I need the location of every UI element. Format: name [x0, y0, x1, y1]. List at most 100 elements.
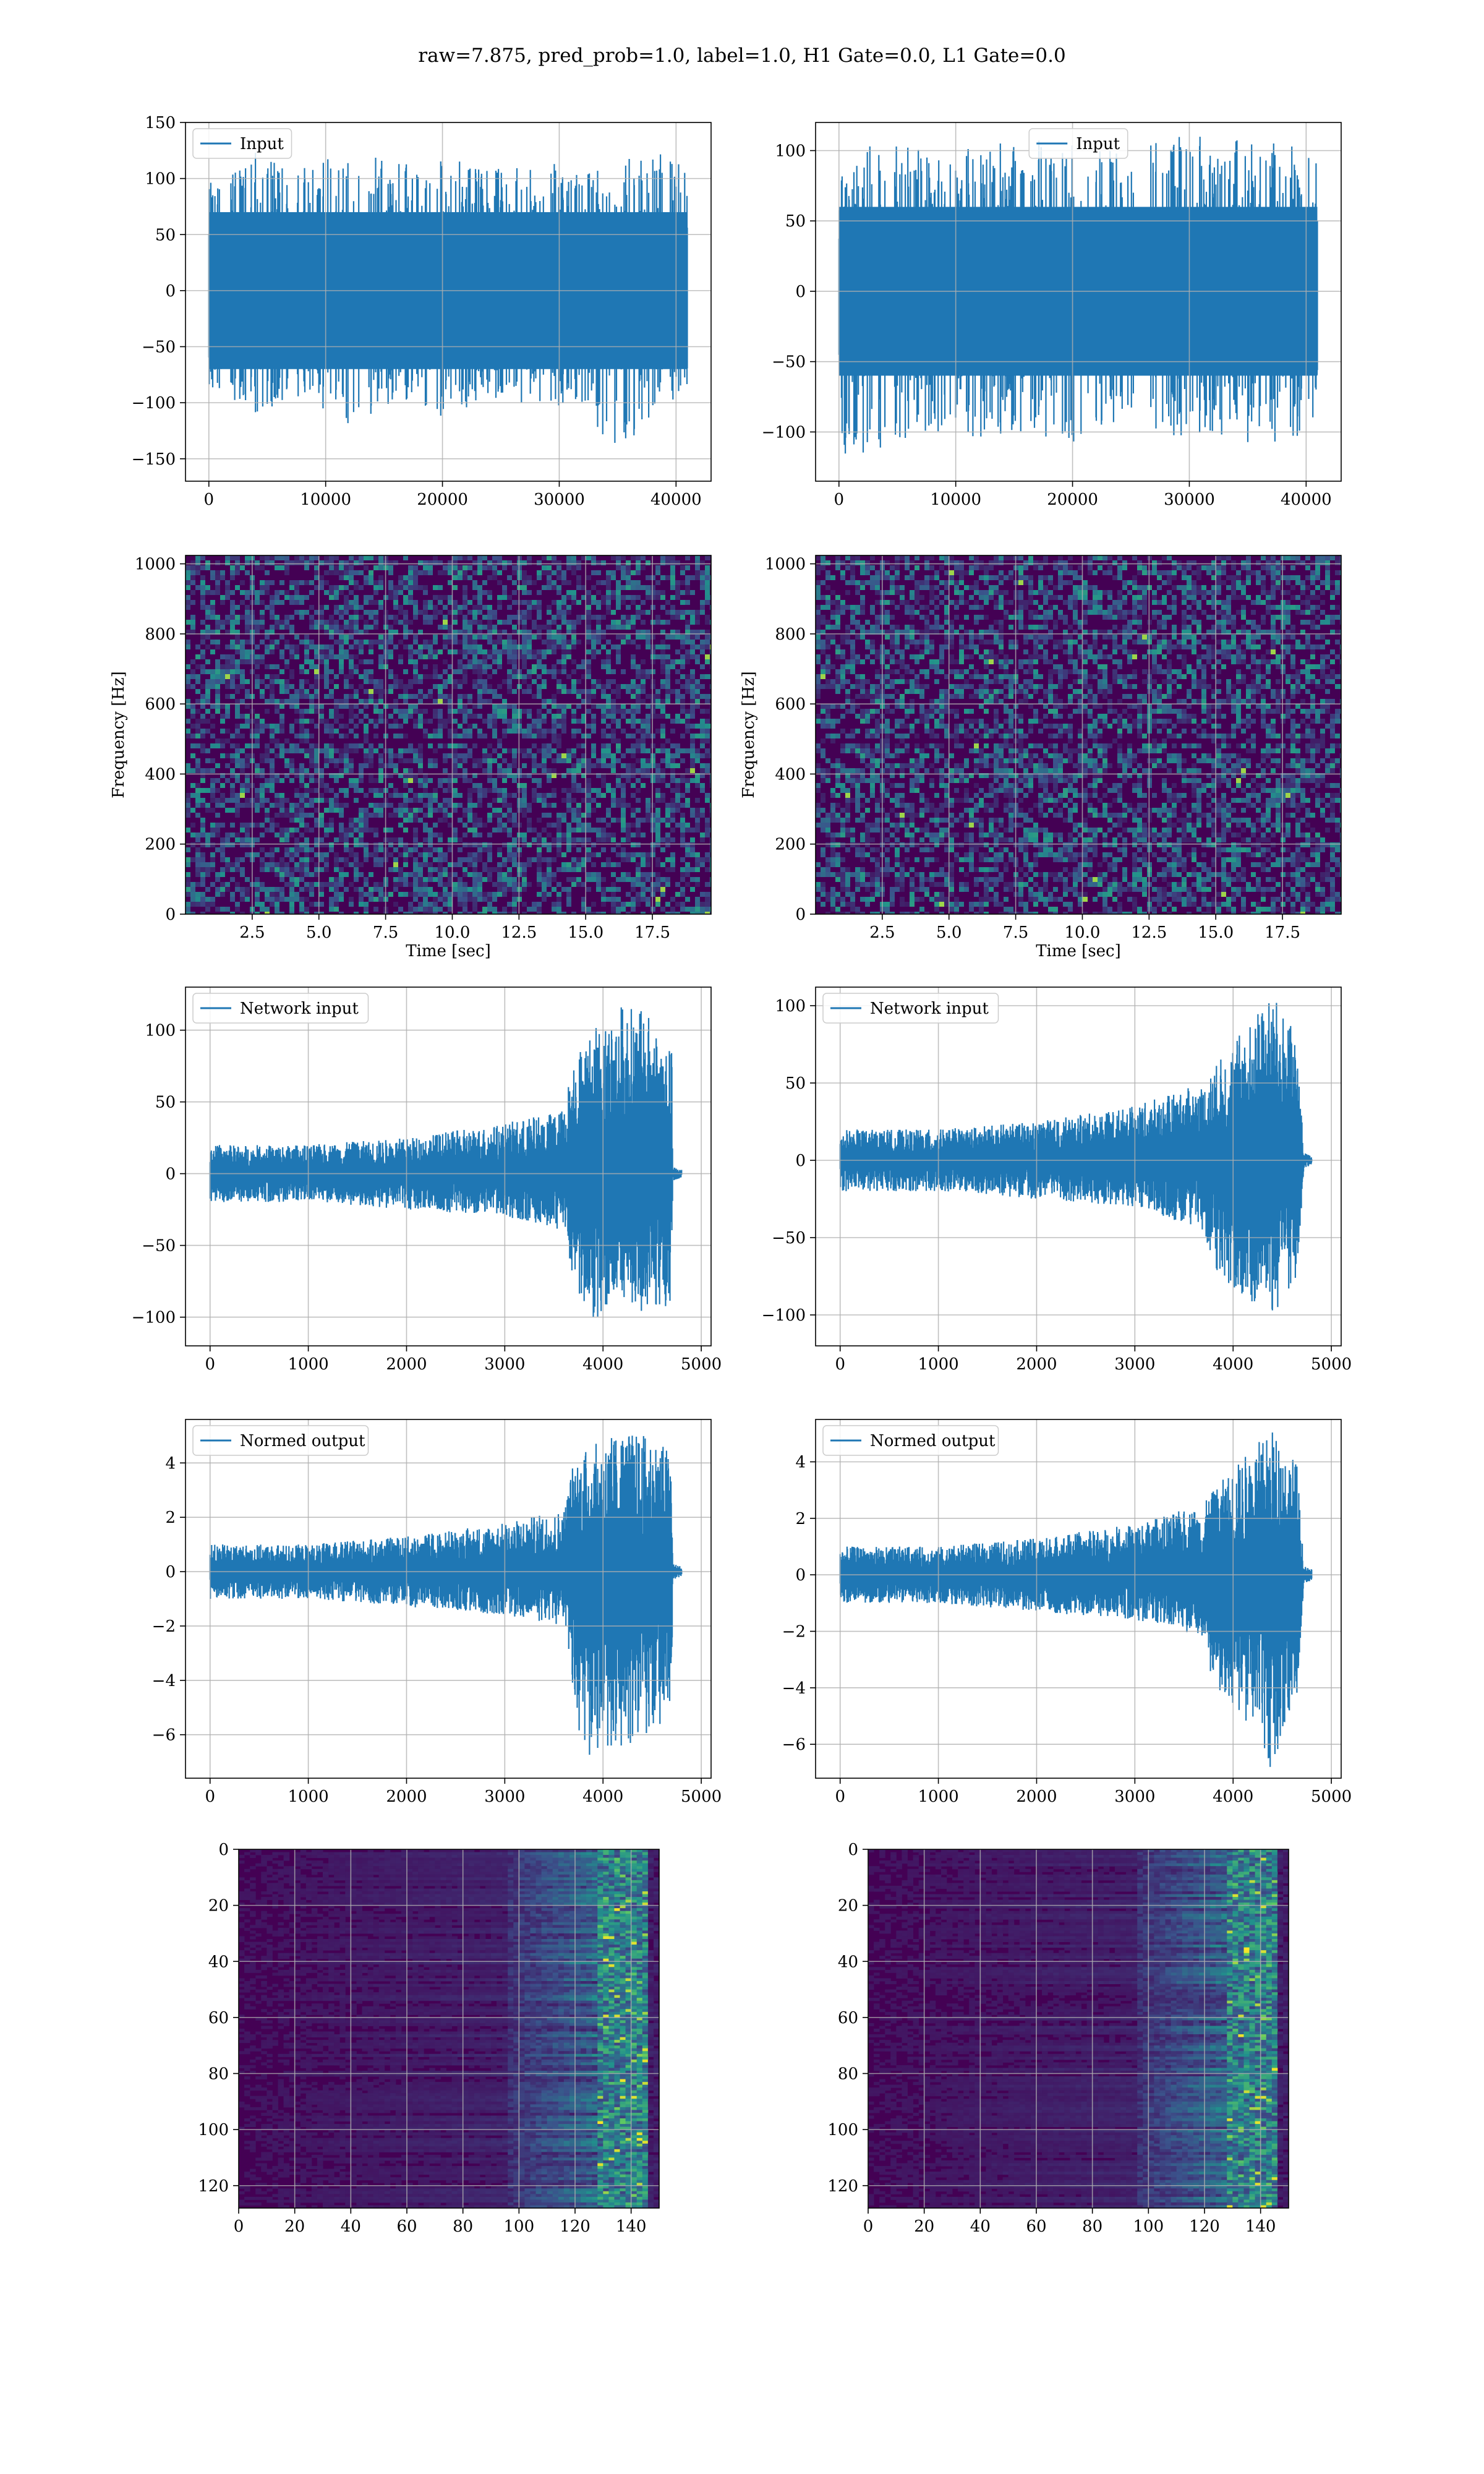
heatmap-cell	[636, 635, 641, 640]
heatmap-cell	[631, 664, 636, 669]
heatmap-cell	[210, 768, 215, 773]
heatmap-cell	[463, 709, 467, 714]
heatmap-cell	[388, 560, 393, 565]
heatmap-cell	[225, 867, 230, 872]
heatmap-cell	[1093, 590, 1098, 595]
heatmap-cell	[309, 640, 314, 644]
heatmap-cell	[433, 912, 438, 914]
heatmap-cell	[1112, 575, 1117, 580]
heatmap-cell	[477, 679, 482, 684]
heatmap-cell	[428, 813, 433, 818]
heatmap-cell	[497, 709, 502, 714]
heatmap-cell	[463, 669, 467, 674]
heatmap-cell	[467, 600, 472, 605]
heatmap-cell	[616, 635, 621, 640]
heatmap-cell	[235, 793, 240, 798]
heatmap-cell	[576, 620, 581, 625]
heatmap-cell	[354, 887, 359, 892]
y-tick-label: −50	[142, 338, 176, 357]
heatmap-cell	[1117, 555, 1122, 560]
heatmap-cell	[364, 877, 369, 882]
heatmap-cell	[428, 605, 433, 610]
heatmap-cell	[586, 783, 591, 788]
heatmap-cell	[284, 595, 289, 600]
heatmap-cell	[665, 842, 670, 847]
heatmap-cell	[497, 595, 502, 600]
heatmap-cell	[235, 659, 240, 664]
heatmap-cell	[527, 808, 532, 813]
heatmap-cell	[467, 630, 472, 635]
heatmap-cell	[537, 649, 542, 654]
heatmap-cell	[275, 813, 279, 818]
heatmap-cell	[1117, 590, 1122, 595]
heatmap-cell	[527, 689, 532, 694]
heatmap-cell	[190, 882, 195, 887]
heatmap-cell	[611, 892, 616, 897]
heatmap-cell	[186, 882, 190, 887]
heatmap-cell	[606, 679, 611, 684]
figure-title: raw=7.875, pred_prob=1.0, label=1.0, H1 …	[418, 45, 1065, 67]
heatmap-cell	[626, 803, 631, 808]
heatmap-cell	[1117, 570, 1122, 575]
heatmap-cell	[354, 872, 359, 877]
heatmap-cell	[700, 768, 705, 773]
heatmap-cell	[507, 560, 512, 565]
heatmap-cell	[631, 704, 636, 709]
heatmap-cell	[527, 714, 532, 719]
heatmap-cell	[408, 902, 413, 907]
heatmap-cell	[875, 570, 880, 575]
heatmap-cell	[463, 833, 467, 837]
heatmap-cell	[477, 635, 482, 640]
heatmap-cell	[655, 778, 660, 783]
heatmap-cell	[601, 659, 606, 664]
heatmap-cell	[1211, 590, 1216, 595]
heatmap-cell	[428, 892, 433, 897]
heatmap-cell	[423, 852, 428, 857]
heatmap-cell	[650, 659, 655, 664]
heatmap-cell	[388, 803, 393, 808]
heatmap-cell	[408, 709, 413, 714]
heatmap-cell	[279, 892, 284, 897]
heatmap-cell	[294, 585, 299, 590]
x-tick-label: 30000	[1164, 490, 1215, 509]
heatmap-cell	[655, 565, 660, 570]
heatmap-cell	[443, 635, 448, 640]
heatmap-cell	[319, 714, 324, 719]
heatmap-cell	[542, 803, 547, 808]
heatmap-cell	[616, 605, 621, 610]
heatmap-cell	[655, 763, 660, 768]
heatmap-cell	[1281, 575, 1286, 580]
heatmap-cell	[502, 828, 507, 833]
heatmap-cell	[507, 813, 512, 818]
heatmap-cell	[860, 595, 865, 600]
heatmap-cell	[270, 738, 275, 743]
heatmap-cell	[507, 659, 512, 664]
heatmap-cell	[364, 580, 369, 585]
heatmap-cell	[369, 659, 373, 664]
heatmap-cell	[195, 837, 200, 842]
heatmap-cell	[240, 897, 245, 902]
heatmap-cell	[547, 649, 552, 654]
heatmap-cell	[710, 783, 711, 788]
heatmap-cell	[235, 669, 240, 674]
heatmap-cell	[1286, 590, 1290, 595]
heatmap-cell	[210, 590, 215, 595]
heatmap-cell	[279, 897, 284, 902]
heatmap-cell	[289, 818, 294, 823]
heatmap-cell	[561, 580, 566, 585]
heatmap-cell	[388, 892, 393, 897]
heatmap-cell	[1246, 575, 1251, 580]
heatmap-cell	[537, 912, 542, 914]
heatmap-cell	[433, 684, 438, 689]
heatmap-cell	[408, 743, 413, 748]
heatmap-cell	[591, 828, 596, 833]
heatmap-cell	[373, 684, 378, 689]
heatmap-cell	[463, 892, 467, 897]
heatmap-cell	[576, 664, 581, 669]
heatmap-cell	[235, 644, 240, 649]
heatmap-cell	[279, 872, 284, 877]
heatmap-cell	[349, 600, 354, 605]
heatmap-cell	[552, 615, 556, 620]
heatmap-cell	[294, 644, 299, 649]
heatmap-cell	[329, 570, 334, 575]
